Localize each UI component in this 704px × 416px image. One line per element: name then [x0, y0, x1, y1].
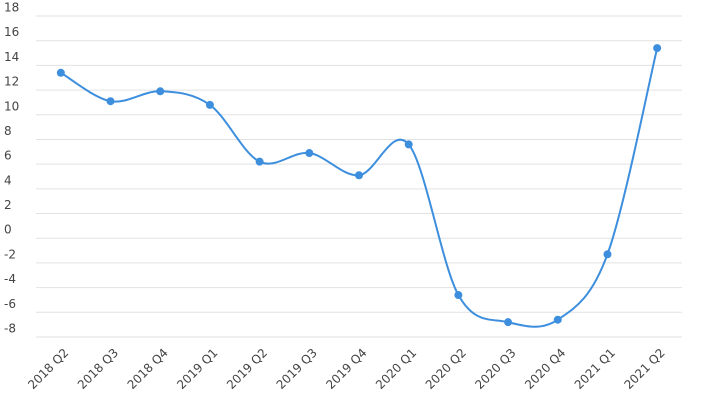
point [156, 87, 165, 96]
point [106, 97, 115, 106]
x-tick-label: 2018 Q2 [25, 346, 71, 392]
x-tick-label: 2020 Q2 [423, 346, 469, 392]
point [205, 100, 214, 109]
x-tick-label: 2020 Q3 [472, 346, 518, 392]
line [60, 47, 659, 328]
point [653, 44, 662, 53]
y-tick-label: 4 [4, 173, 12, 187]
point [355, 171, 363, 180]
x-tick-label: 2019 Q4 [323, 346, 369, 392]
x-tick-label: 2020 Q4 [522, 346, 568, 392]
y-tick-label: 16 [4, 25, 19, 39]
point [553, 315, 562, 324]
point [404, 140, 413, 149]
x-tick-label: 2019 Q2 [224, 346, 270, 392]
y-tick-label: -4 [4, 272, 16, 286]
y-tick-label: 6 [4, 149, 12, 163]
x-tick-label: 2020 Q1 [373, 346, 419, 392]
y-tick-label: 8 [4, 124, 12, 138]
point [603, 250, 612, 259]
y-tick-label: -2 [4, 247, 16, 261]
y-tick-label: 18 [4, 1, 19, 15]
point [56, 68, 65, 77]
y-tick-label: 0 [4, 223, 12, 237]
y-tick-label: 12 [4, 75, 19, 89]
x-tick-label: 2019 Q3 [274, 346, 320, 392]
point [454, 291, 463, 300]
point [504, 318, 513, 327]
y-tick-label: 14 [4, 50, 19, 64]
x-tick-label: 2019 Q1 [174, 346, 220, 392]
y-tick-label: 2 [4, 198, 12, 212]
y-tick-label: 10 [4, 99, 19, 113]
y-tick-label: -8 [4, 322, 16, 336]
x-tick-label: 2018 Q3 [75, 346, 121, 392]
point [255, 157, 264, 166]
x-tick-label: 2021 Q1 [572, 346, 618, 392]
x-tick-label: 2021 Q2 [621, 346, 667, 392]
y-tick-label: -6 [4, 297, 16, 311]
point [305, 149, 314, 158]
x-tick-label: 2018 Q4 [125, 346, 171, 392]
